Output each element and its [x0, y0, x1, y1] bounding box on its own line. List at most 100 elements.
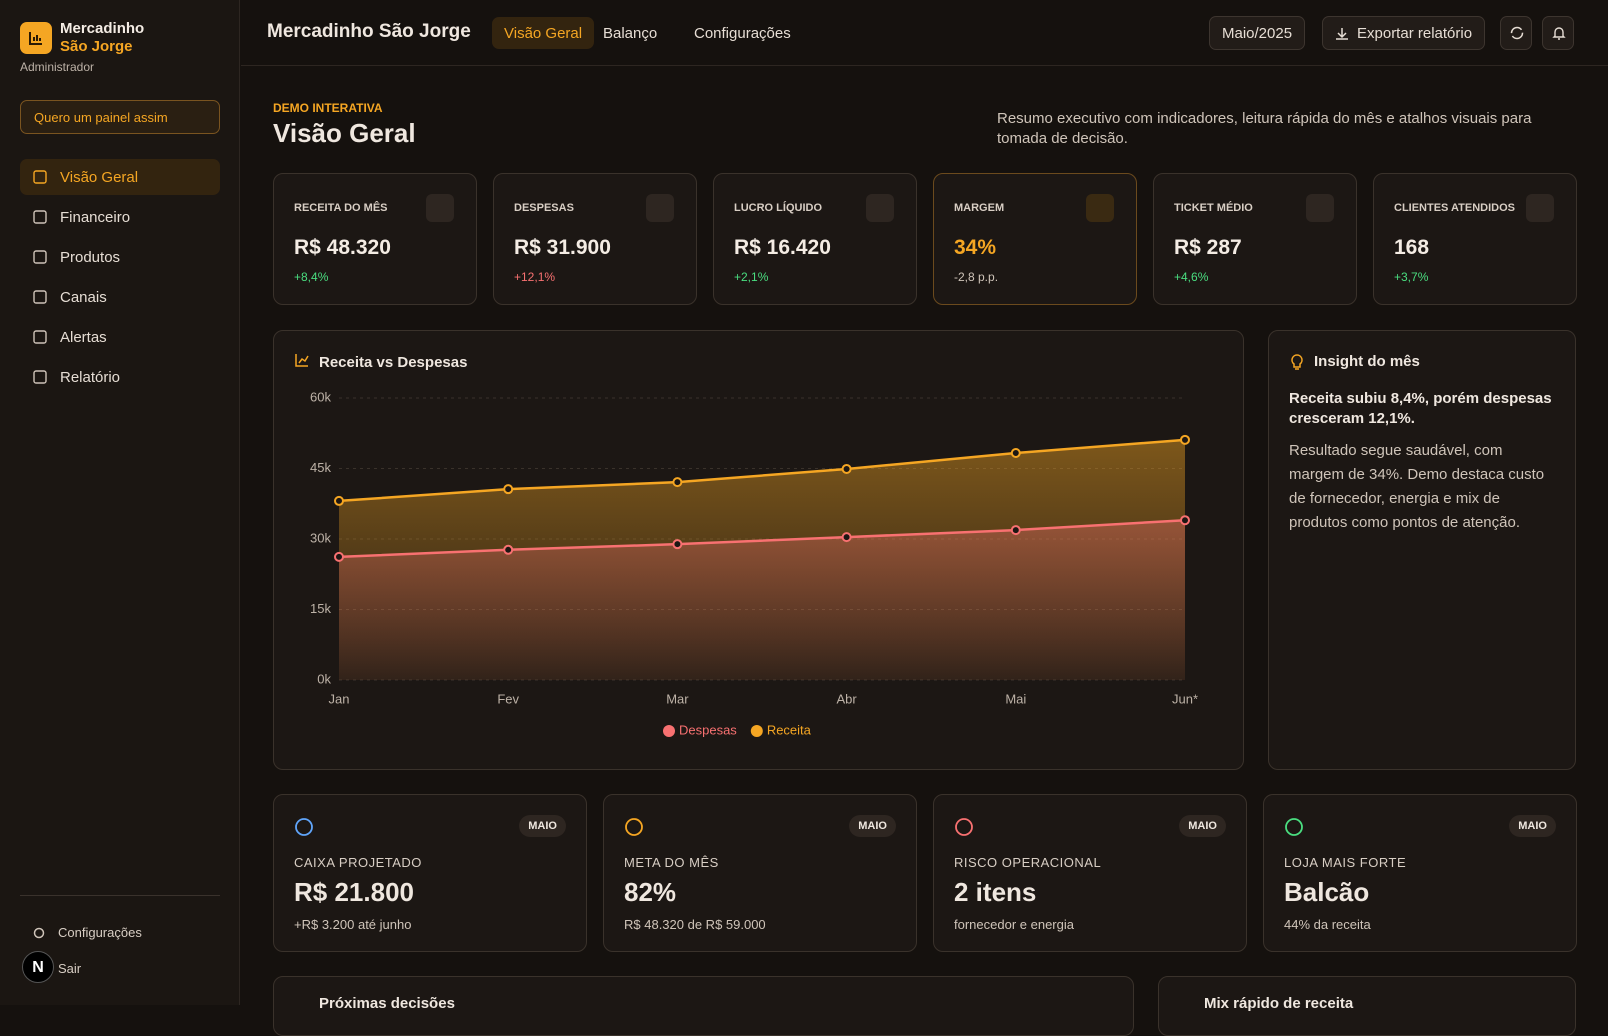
legend-label: Receita: [767, 722, 812, 737]
nav-icon: [33, 370, 47, 384]
nav-label: Relatório: [60, 369, 121, 386]
insight-headline: Receita subiu 8,4%, porém despesas cresc…: [1289, 390, 1552, 427]
kpi-value: 168: [1394, 236, 1430, 259]
kpi-icon: [426, 194, 454, 222]
point: [503, 484, 514, 495]
kpi-change: +8,4%: [294, 270, 329, 284]
kpi-icon: [1306, 194, 1334, 222]
kpi-label: TICKET MÉDIO: [1174, 202, 1253, 214]
role: Administrador: [20, 60, 95, 74]
nav-icon: [33, 170, 47, 184]
card-label: RISCO OPERACIONAL: [954, 855, 1102, 870]
y-tick-label: 15k: [310, 601, 331, 616]
area: [339, 520, 1185, 680]
point: [1010, 525, 1021, 536]
nav-item[interactable]: Visão Geral: [20, 159, 220, 195]
point: [841, 532, 852, 543]
card-note: 44% da receita: [1284, 917, 1371, 932]
kpi-change: +2,1%: [734, 270, 769, 284]
nav-item[interactable]: Financeiro: [20, 199, 220, 235]
notifications-button[interactable]: [1542, 16, 1574, 50]
avatar: N: [22, 951, 54, 983]
label: Sair: [58, 961, 82, 976]
chart-panel: Receita vs Despesas 0k 15k 30k 45k 60k Jan Fev…: [273, 330, 1244, 770]
kpi-change: -2,8 p.p.: [954, 270, 999, 284]
kpi-label: CLIENTES ATENDIDOS: [1394, 202, 1516, 214]
decisions-panel: Próximas decisões: [273, 976, 1134, 1036]
nav-item[interactable]: Relatório: [20, 359, 220, 395]
sidebar: Mercadinho São Jorge Administrador Quero…: [0, 0, 240, 1005]
nav-item[interactable]: Canais: [20, 279, 220, 315]
y-tick-label: 60k: [310, 389, 331, 404]
icon-shape: [33, 250, 47, 264]
summary-card: MAIO LOJA MAIS FORTE Balcão 44% da receita: [1263, 794, 1577, 952]
period-button[interactable]: Maio/2025: [1209, 16, 1306, 50]
tab[interactable]: Configurações: [694, 25, 791, 42]
kpi-icon: [646, 194, 674, 222]
nav-icon: [33, 290, 47, 304]
card-note: +R$ 3.200 até junho: [294, 917, 412, 932]
icon-shape: [955, 818, 973, 836]
insight-title: Insight do mês: [1314, 353, 1420, 370]
card-icon: [295, 818, 313, 836]
refresh-button[interactable]: [1500, 16, 1532, 50]
icon-shape: [1285, 818, 1303, 836]
kpi-value: R$ 48.320: [294, 236, 391, 259]
kpi-card: RECEITA DO MÊS R$ 48.320 +8,4%: [273, 173, 477, 305]
summary-card: MAIO META DO MÊS 82% R$ 48.320 de R$ 59.000: [603, 794, 917, 952]
kpi-label: DESPESAS: [514, 202, 574, 214]
nav-item[interactable]: Produtos: [20, 239, 220, 275]
card-badge: MAIO: [1179, 815, 1226, 837]
legend-swatch: [750, 725, 763, 737]
tab[interactable]: Visão Geral: [492, 17, 595, 49]
card-icon: [955, 818, 973, 836]
section-title: Mix rápido de receita: [1204, 995, 1354, 1012]
cta-button[interactable]: Quero um painel assim: [20, 100, 220, 134]
y-tick-label: 30k: [310, 530, 331, 545]
nav-label: Alertas: [60, 329, 107, 346]
summary-card: MAIO RISCO OPERACIONAL 2 itens fornecedor e…: [933, 794, 1247, 952]
icon-shape: [33, 290, 47, 304]
point: [672, 477, 683, 488]
brand: Mercadinho: [60, 20, 145, 37]
x-tick-label: Jun*: [1172, 691, 1198, 706]
x-tick-label: Mai: [1005, 691, 1026, 706]
export-button[interactable]: Exportar relatório: [1322, 16, 1486, 50]
logout-link[interactable]: Sair: [20, 961, 81, 976]
summary-card: MAIO CAIXA PROJETADO R$ 21.800 +R$ 3.200 at…: [273, 794, 587, 952]
card-label: CAIXA PROJETADO: [294, 855, 422, 870]
icon-shape: [625, 818, 643, 836]
card-badge: MAIO: [1509, 815, 1556, 837]
kpi-label: LUCRO LÍQUIDO: [734, 202, 822, 214]
card-label: META DO MÊS: [624, 855, 719, 870]
icon-shape: [295, 818, 313, 836]
card-value: 82%: [624, 877, 677, 907]
label: Configurações: [58, 925, 142, 940]
icon-shape: [33, 210, 47, 224]
legend-swatch: [663, 725, 675, 737]
y-tick-label: 45k: [310, 460, 331, 475]
kpi-icon: [1086, 194, 1114, 222]
tab[interactable]: Balanço: [603, 25, 658, 42]
kpi-icon: [866, 194, 894, 222]
eyebrow: DEMO INTERATIVA: [273, 101, 383, 115]
settings-link[interactable]: Configurações: [20, 925, 142, 940]
x-tick-label: Abr: [836, 691, 857, 706]
card-value: 2 itens: [954, 877, 1037, 907]
kpi-card: DESPESAS R$ 31.900 +12,1%: [493, 173, 697, 305]
kpi-value: 34%: [954, 236, 997, 259]
topbar: Mercadinho São Jorge Visão Geral Balanço…: [241, 0, 1608, 66]
nav-item[interactable]: Alertas: [20, 319, 220, 355]
point: [334, 495, 344, 506]
kpi-value: R$ 31.900: [514, 236, 611, 259]
point: [841, 463, 852, 474]
kpi-label: RECEITA DO MÊS: [294, 202, 388, 214]
card-icon: [625, 818, 643, 836]
nav-label: Produtos: [60, 249, 121, 266]
card-badge: MAIO: [849, 815, 896, 837]
kpi-card: LUCRO LÍQUIDO R$ 16.420 +2,1%: [713, 173, 917, 305]
point: [1180, 434, 1190, 445]
app-title: Mercadinho São Jorge: [267, 21, 471, 42]
brand: São Jorge: [60, 38, 133, 55]
